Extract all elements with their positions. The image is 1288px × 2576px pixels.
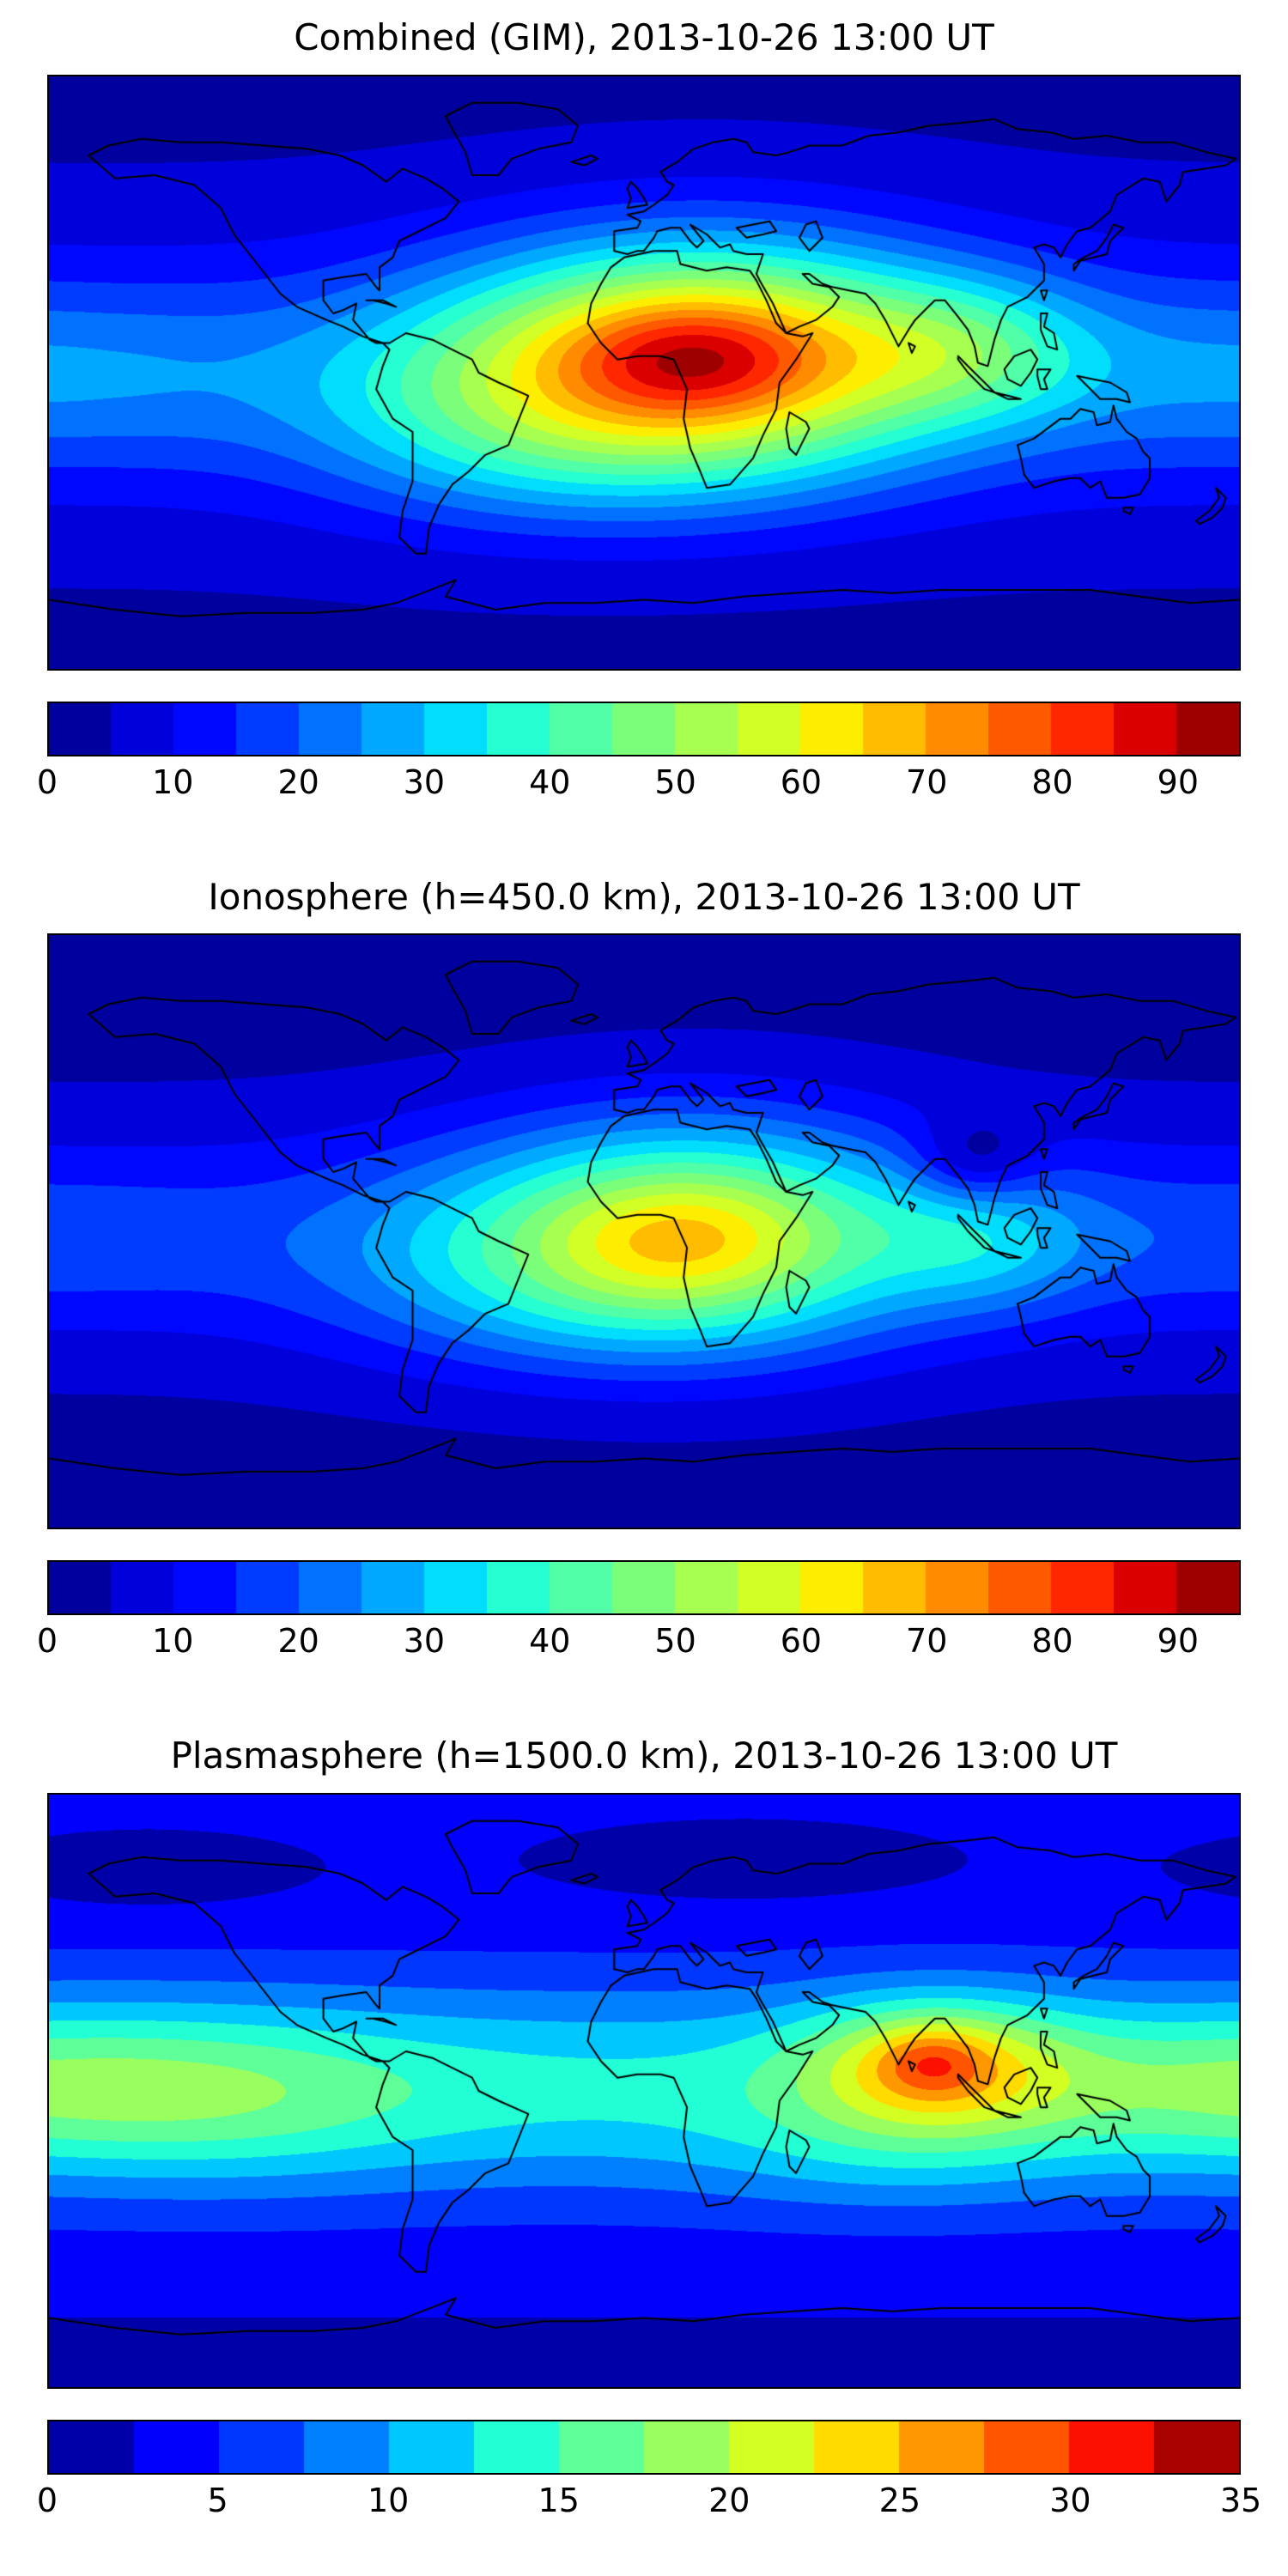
colorbar-tick-label: 90 [1157, 762, 1200, 801]
colorbar-tick-label: 0 [36, 762, 58, 801]
panel-plasmasphere: Plasmasphere (h=1500.0 km), 2013-10-26 1… [0, 1734, 1288, 2530]
colorbar-tick-label: 50 [654, 1622, 696, 1660]
colorbar-tick-label: 10 [152, 762, 194, 801]
colorbar-ionosphere-wrap [47, 1560, 1241, 1615]
colorbar-tick-label: 10 [367, 2481, 410, 2519]
colorbar-tick-label: 50 [654, 762, 696, 801]
panel-title-plasmasphere: Plasmasphere (h=1500.0 km), 2013-10-26 1… [170, 1735, 1118, 1777]
colorbar-ticks-2: 0 10 20 30 40 50 60 70 80 90 [37, 1622, 1241, 1670]
colorbar-tick-label: 20 [708, 2481, 750, 2519]
panel-combined-gim: Combined (GIM), 2013-10-26 13:00 UT 0 10 2… [0, 15, 1288, 811]
colorbar-tick-label: 30 [403, 762, 446, 801]
colorbar-tick-label: 20 [277, 762, 319, 801]
panel-ionosphere: Ionosphere (h=450.0 km), 2013-10-26 13:0… [0, 875, 1288, 1671]
colorbar-ticks-1: 0 10 20 30 40 50 60 70 80 90 [37, 762, 1241, 811]
panel-title-combined: Combined (GIM), 2013-10-26 13:00 UT [294, 16, 994, 58]
colorbar-tick-label: 70 [906, 762, 948, 801]
colorbar-tick-label: 80 [1031, 762, 1073, 801]
colorbar-tick-label: 30 [403, 1622, 446, 1660]
colorbar-tick-label: 35 [1219, 2481, 1262, 2519]
colorbar-tick-label: 25 [878, 2481, 921, 2519]
colorbar-tick-label: 0 [36, 1622, 58, 1660]
colorbar-combined-wrap [47, 701, 1241, 756]
map-combined-wrap [47, 74, 1241, 671]
colorbar-canvas-1 [47, 701, 1241, 756]
colorbar-tick-label: 20 [277, 1622, 319, 1660]
map-plasmasphere-wrap [47, 1792, 1241, 2389]
map-canvas-3 [47, 1792, 1241, 2389]
colorbar-canvas-2 [47, 1560, 1241, 1615]
map-canvas-2 [47, 933, 1241, 1529]
colorbar-tick-label: 70 [906, 1622, 948, 1660]
colorbar-tick-label: 60 [780, 1622, 823, 1660]
colorbar-tick-label: 40 [529, 762, 571, 801]
colorbar-tick-label: 90 [1157, 1622, 1200, 1660]
colorbar-plasmasphere-wrap [47, 2419, 1241, 2475]
colorbar-tick-label: 60 [780, 762, 823, 801]
colorbar-tick-label: 80 [1031, 1622, 1073, 1660]
map-ionosphere-wrap [47, 933, 1241, 1529]
panel-title-ionosphere: Ionosphere (h=450.0 km), 2013-10-26 13:0… [208, 875, 1080, 918]
colorbar-tick-label: 0 [36, 2481, 58, 2519]
colorbar-ticks-3: 0 5 10 15 20 25 30 35 [37, 2481, 1261, 2530]
colorbar-tick-label: 10 [152, 1622, 194, 1660]
map-canvas-1 [47, 74, 1241, 671]
colorbar-canvas-3 [47, 2419, 1241, 2475]
colorbar-tick-label: 30 [1049, 2481, 1091, 2519]
colorbar-tick-label: 15 [538, 2481, 580, 2519]
colorbar-tick-label: 40 [529, 1622, 571, 1660]
colorbar-tick-label: 5 [207, 2481, 228, 2519]
